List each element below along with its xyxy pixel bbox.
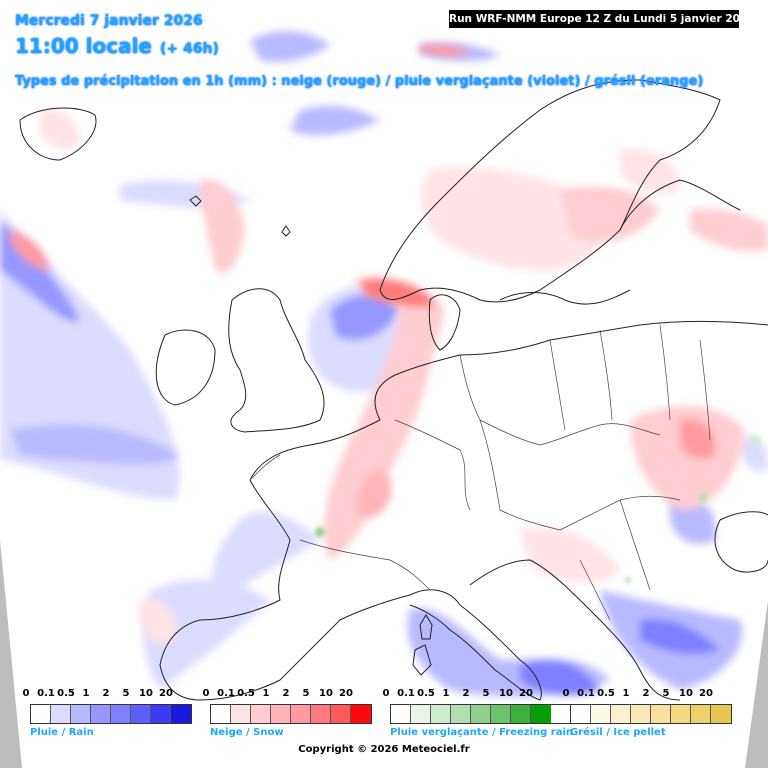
legend-swatch — [91, 705, 111, 723]
legend-tick: 5 — [662, 688, 670, 699]
legend-swatch — [131, 705, 151, 723]
legend-scale: 0 0.1 0.5 1 2 5 10 20 Pluie / Rain — [23, 688, 192, 742]
legend-tick: 2 — [462, 688, 470, 699]
legend-swatch — [111, 705, 131, 723]
legend-tick: 20 — [519, 688, 533, 699]
legend-tick: 1 — [442, 688, 450, 699]
legend-tick: 1 — [622, 688, 630, 699]
legend-tick: 0 — [562, 688, 570, 699]
map-subtitle: Types de précipitation en 1h (mm) : neig… — [15, 74, 704, 89]
legend-tick: 2 — [642, 688, 650, 699]
legend-color-bar — [210, 704, 372, 724]
legend-tick: 10 — [139, 688, 153, 699]
legend-tick: 5 — [482, 688, 490, 699]
legend-ticks: 0 0.1 0.5 1 2 5 10 20 — [383, 688, 573, 704]
snow-areas — [10, 44, 768, 644]
legend-tick: 5 — [122, 688, 130, 699]
borders — [249, 324, 711, 621]
legend-swatch — [411, 705, 431, 723]
legend-tick: 20 — [159, 688, 173, 699]
legend-tick: 20 — [339, 688, 353, 699]
legend-swatch — [451, 705, 471, 723]
freezing-rain-spots — [315, 435, 760, 583]
legend-swatch — [391, 705, 411, 723]
legend-scale: 0 0.1 0.5 1 2 5 10 20 Neige / Snow — [203, 688, 372, 742]
legend-swatch — [291, 705, 311, 723]
legend-tick: 0.5 — [237, 688, 255, 699]
legend-tick: 20 — [699, 688, 713, 699]
legend-label: Pluie / Rain — [30, 727, 94, 738]
legend-swatch — [71, 705, 91, 723]
run-info: Run WRF-NMM Europe 12 Z du Lundi 5 janvi… — [449, 10, 755, 28]
legend-swatch — [611, 705, 631, 723]
legend-swatch — [211, 705, 231, 723]
legend-tick: 0.5 — [597, 688, 615, 699]
legend-swatch — [571, 705, 591, 723]
copyright: Copyright © 2026 Meteociel.fr — [298, 744, 470, 755]
forecast-offset: (+ 46h) — [160, 41, 219, 57]
forecast-time: 11:00 locale (+ 46h) — [15, 34, 219, 58]
forecast-time-label: 11:00 locale — [15, 34, 152, 58]
legend-tick: 1 — [262, 688, 270, 699]
legend-color-bar — [30, 704, 192, 724]
legend-swatch — [691, 705, 711, 723]
legend-label: Neige / Snow — [210, 727, 284, 738]
legend-swatch — [671, 705, 691, 723]
legend-tick: 10 — [499, 688, 513, 699]
legend-swatch — [591, 705, 611, 723]
legend-swatch — [151, 705, 171, 723]
legend-swatch — [331, 705, 351, 723]
legend-swatch — [171, 705, 191, 723]
legend-label: Grésil / Ice pellet — [570, 727, 666, 738]
legend-tick: 2 — [282, 688, 290, 699]
legend-tick: 0.1 — [37, 688, 55, 699]
legend-scale: 0 0.1 0.5 1 2 5 10 20 Pluie verglaçante / Freezi… — [383, 688, 574, 742]
legend-swatch — [231, 705, 251, 723]
legend-swatch — [431, 705, 451, 723]
legend-label: Pluie verglaçante / Freezing rain — [390, 727, 574, 738]
legend-scale: 0 0.1 0.5 1 2 5 10 20 Grésil / Ice pellet — [563, 688, 732, 742]
legend-swatch — [351, 705, 371, 723]
legend-tick: 0 — [22, 688, 30, 699]
legend-swatch — [491, 705, 511, 723]
projection-edge — [0, 540, 768, 768]
legend-swatch — [631, 705, 651, 723]
rain-areas — [0, 30, 768, 697]
legend-tick: 10 — [679, 688, 693, 699]
legend-tick: 0.1 — [217, 688, 235, 699]
legend-swatch — [251, 705, 271, 723]
legend-ticks: 0 0.1 0.5 1 2 5 10 20 — [203, 688, 372, 704]
legend-tick: 1 — [82, 688, 90, 699]
legend-tick: 2 — [102, 688, 110, 699]
legend-ticks: 0 0.1 0.5 1 2 5 10 20 — [563, 688, 732, 704]
forecast-date: Mercredi 7 janvier 2026 — [15, 13, 203, 29]
coastlines — [19, 79, 768, 701]
legend-tick: 10 — [319, 688, 333, 699]
legend-swatch — [51, 705, 71, 723]
legend-swatch — [651, 705, 671, 723]
legend-ticks: 0 0.1 0.5 1 2 5 10 20 — [23, 688, 192, 704]
legend-swatch — [311, 705, 331, 723]
legend-tick: 0.1 — [577, 688, 595, 699]
legend-tick: 0 — [202, 688, 210, 699]
legend-tick: 0.5 — [57, 688, 75, 699]
legend-swatch — [711, 705, 731, 723]
legend-swatch — [271, 705, 291, 723]
legend-swatch — [471, 705, 491, 723]
legend-tick: 0.1 — [397, 688, 415, 699]
legend-swatch — [511, 705, 531, 723]
legend-tick: 0.5 — [417, 688, 435, 699]
legend-tick: 5 — [302, 688, 310, 699]
legend-color-bar — [390, 704, 574, 724]
legend-tick: 0 — [382, 688, 390, 699]
legend-color-bar — [570, 704, 732, 724]
legend-swatch — [31, 705, 51, 723]
legend-swatch — [531, 705, 551, 723]
